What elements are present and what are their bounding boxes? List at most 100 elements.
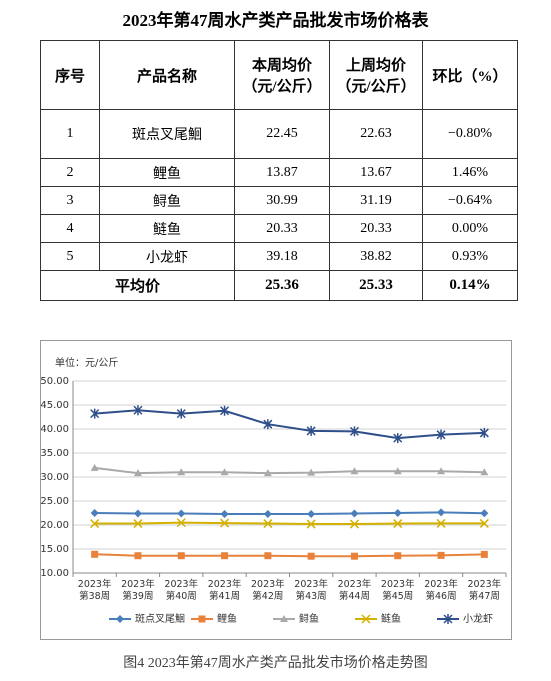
table-cell: 20.33 xyxy=(234,214,330,243)
y-tick-label: 50.00 xyxy=(41,376,69,387)
data-point xyxy=(350,509,359,518)
data-point xyxy=(263,419,273,430)
y-tick-label: 25.00 xyxy=(41,496,69,507)
y-tick-label: 10.00 xyxy=(41,568,69,579)
data-point xyxy=(393,433,403,444)
chart-svg: 单位：元/公斤 10.00 15.00 20.00 25.00 30.00 35.00 40… xyxy=(41,356,507,625)
data-point xyxy=(393,509,402,517)
series-line xyxy=(94,553,485,558)
x-tick-label: 2023年第38周 xyxy=(77,579,112,602)
data-point xyxy=(264,552,272,560)
data-point xyxy=(306,425,316,436)
x-tick-label: 2023年第44周 xyxy=(337,579,372,602)
table-cell: 4 xyxy=(40,214,100,243)
data-point xyxy=(91,550,99,558)
y-tick-label: 40.00 xyxy=(41,424,69,435)
table-cell: 39.18 xyxy=(234,242,330,271)
table-cell: −0.80% xyxy=(422,109,518,159)
data-point xyxy=(220,468,229,476)
table-row: 1 斑点叉尾鮰 22.45 22.63 −0.80% xyxy=(40,109,518,159)
table-cell: 鲤鱼 xyxy=(99,158,235,187)
legend-marker xyxy=(116,615,124,623)
table-title: 2023年第47周水产类产品批发市场价格表 xyxy=(122,11,429,30)
header-cell: 序号 xyxy=(40,40,100,110)
data-point xyxy=(479,518,489,528)
table-row: 4 鲢鱼 20.33 20.33 0.00% xyxy=(40,214,518,243)
data-point xyxy=(90,463,99,471)
series-line xyxy=(94,466,485,475)
data-point xyxy=(263,509,272,518)
table-cell: 3 xyxy=(40,186,100,215)
data-point xyxy=(437,551,445,559)
series-line xyxy=(94,409,485,440)
x-tick-label: 2023年第42周 xyxy=(251,579,285,602)
table-body: 1 斑点叉尾鮰 22.45 22.63 −0.80% 2 鲤鱼 13.87 13.67 1.46%… xyxy=(40,109,518,301)
header-cell: 产品名称 xyxy=(99,40,235,110)
data-point xyxy=(221,552,229,560)
x-tick-label: 2023年第41周 xyxy=(207,579,242,602)
x-tick-label: 2023年第40周 xyxy=(164,579,199,602)
table-cell: 30.99 xyxy=(234,186,330,215)
legend-marker xyxy=(198,615,206,623)
data-point xyxy=(307,468,316,476)
caption: 图4 2023年第47周水产类产品批发市场价格走势图 xyxy=(123,656,428,671)
data-point xyxy=(394,552,402,560)
data-point xyxy=(436,429,446,440)
y-axis-label: 单位：元/公斤 xyxy=(55,356,118,369)
legend-marker xyxy=(361,614,371,624)
data-point xyxy=(90,519,100,529)
data-point xyxy=(90,408,100,419)
table-cell: 31.19 xyxy=(329,186,423,215)
data-point xyxy=(437,508,446,517)
data-point xyxy=(263,519,273,529)
table-cell: 20.33 xyxy=(329,214,423,243)
data-point xyxy=(306,519,316,529)
table-cell: 鲢鱼 xyxy=(99,214,235,243)
series-line xyxy=(94,511,485,515)
y-tick-label: 20.00 xyxy=(41,520,69,531)
data-point xyxy=(350,467,359,475)
table-cell: 13.87 xyxy=(234,158,330,187)
data-point xyxy=(90,509,99,517)
table-cell: 0.93% xyxy=(422,242,518,271)
legend-label: 鲟鱼 xyxy=(299,612,319,625)
table-cell: 22.45 xyxy=(234,109,330,159)
table-cell: 鲟鱼 xyxy=(99,186,235,215)
data-point xyxy=(307,552,315,560)
data-point xyxy=(220,509,229,518)
price-table: 序号 产品名称 本周均价（元/公斤） 上周均价（元/公斤） 环比（%） 1 斑点叉尾鮰 22… xyxy=(40,40,518,301)
header-cell: 本周均价（元/公斤） xyxy=(234,40,330,110)
data-point xyxy=(220,518,230,528)
legend-label: 鲤鱼 xyxy=(217,612,237,625)
data-point xyxy=(133,509,142,518)
table-cell: 5 xyxy=(40,242,100,271)
y-tick-label: 45.00 xyxy=(41,400,69,411)
data-point xyxy=(393,519,403,529)
x-tick-label: 2023年第45周 xyxy=(380,579,415,602)
y-tick-label: 30.00 xyxy=(41,472,69,483)
y-tick-label: 35.00 xyxy=(41,448,69,459)
data-point xyxy=(479,427,489,438)
data-point xyxy=(177,509,186,518)
data-point xyxy=(480,468,489,476)
data-point xyxy=(176,518,186,528)
table-cell: 0.00% xyxy=(422,214,518,243)
data-point xyxy=(393,467,402,475)
chart: 单位：元/公斤 10.00 15.00 20.00 25.00 30.00 35.00 40… xyxy=(40,340,512,640)
table-cell: 38.82 xyxy=(329,242,423,271)
legend-label: 鲢鱼 xyxy=(381,612,401,625)
table-cell: 小龙虾 xyxy=(99,242,235,271)
table-cell: 1 xyxy=(40,109,100,159)
table-cell: 22.63 xyxy=(329,109,423,159)
footer-cell: 0.14% xyxy=(422,270,518,301)
x-tick-label: 2023年第43周 xyxy=(294,579,328,602)
data-point xyxy=(350,552,358,560)
header-cell: 上周均价（元/公斤） xyxy=(329,40,423,110)
data-point xyxy=(436,518,446,528)
data-point xyxy=(177,468,186,476)
footer-cell: 平均价 xyxy=(40,270,235,301)
series-line xyxy=(94,521,485,526)
legend-label: 斑点叉尾鮰 xyxy=(135,612,185,625)
x-tick-label: 2023年第47周 xyxy=(467,579,502,602)
